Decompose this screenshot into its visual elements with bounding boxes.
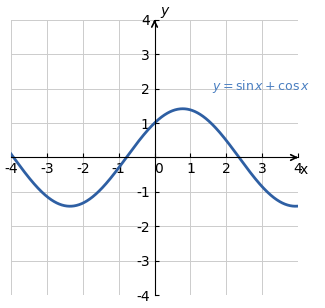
Text: $y = \sin x + \cos x$: $y = \sin x + \cos x$: [212, 78, 310, 95]
Text: x: x: [300, 163, 308, 176]
Text: y: y: [160, 4, 168, 18]
